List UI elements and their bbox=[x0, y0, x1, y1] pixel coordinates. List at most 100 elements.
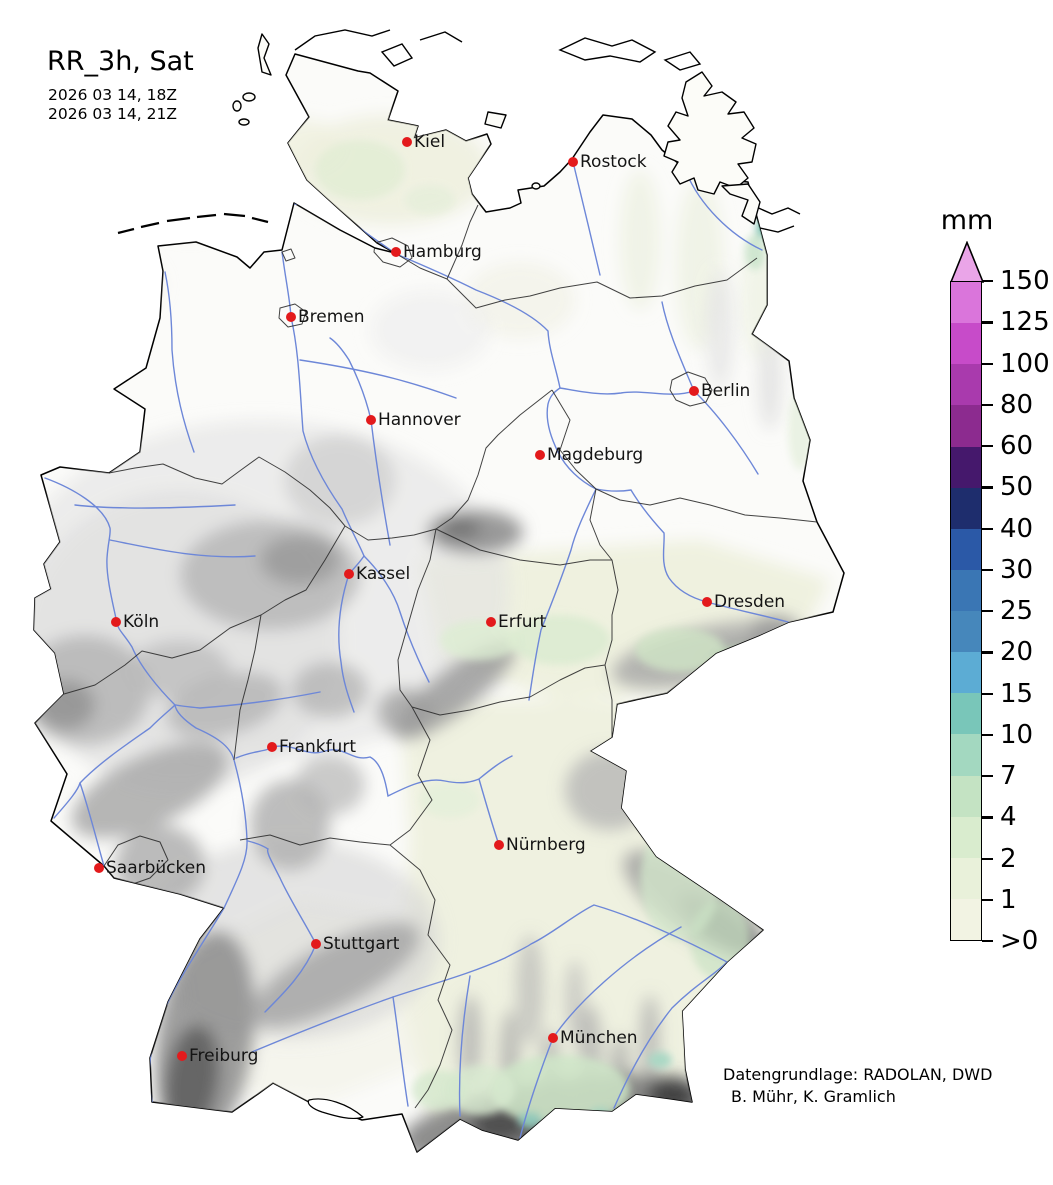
colorbar-segment bbox=[951, 405, 981, 447]
colorbar-tick bbox=[982, 940, 993, 943]
map-title: RR_3h, Sat bbox=[47, 46, 194, 77]
river-mosel bbox=[53, 704, 176, 819]
colorbar-segment bbox=[951, 734, 981, 776]
colorbar-tick bbox=[982, 568, 993, 572]
river-inn bbox=[613, 961, 728, 1109]
river-danube bbox=[251, 904, 728, 1053]
colorbar-tick bbox=[982, 527, 993, 530]
river-leine bbox=[370, 419, 391, 546]
river-havel-upper bbox=[661, 301, 695, 392]
timestamp-start: 2026 03 14, 18Z bbox=[48, 86, 177, 104]
river-iller bbox=[392, 996, 409, 1107]
attribution-authors: B. Mühr, K. Gramlich bbox=[731, 1087, 896, 1106]
legend-title: mm bbox=[940, 205, 994, 236]
island-amrum bbox=[232, 100, 242, 112]
colorbar-segment bbox=[951, 775, 981, 817]
colorbar-segment bbox=[951, 857, 981, 899]
colorbar-tick bbox=[982, 403, 993, 407]
colorbar-segment bbox=[951, 898, 981, 940]
colorbar-tick bbox=[982, 445, 993, 448]
colorbar-tick bbox=[982, 651, 993, 654]
colorbar-tick bbox=[982, 692, 993, 695]
river-ruhr bbox=[109, 539, 256, 558]
colorbar-segments bbox=[950, 281, 982, 941]
island-sylt bbox=[257, 33, 272, 76]
foreign-coastlines bbox=[294, 29, 801, 233]
river-lippe bbox=[74, 504, 236, 509]
colorbar-segment bbox=[951, 446, 981, 488]
river-neckar bbox=[247, 840, 317, 1013]
river-werra bbox=[363, 555, 430, 683]
river-havel bbox=[559, 387, 695, 395]
island-usedom bbox=[721, 183, 761, 225]
colorbar-segment bbox=[951, 693, 981, 735]
colorbar-tick-label: 100 bbox=[1000, 348, 1050, 379]
colorbar-arrow-shape bbox=[950, 241, 984, 283]
colorbar-tick-label: >0 bbox=[1000, 926, 1039, 956]
colorbar-tick-label: 20 bbox=[1000, 637, 1034, 668]
river-rhine bbox=[44, 477, 248, 1103]
state-borders-layer bbox=[63, 204, 818, 1109]
colorbar-tick-label: 50 bbox=[1000, 472, 1034, 503]
colorbar-segment bbox=[951, 364, 981, 406]
colorbar-segment bbox=[951, 528, 981, 570]
colorbar-segment bbox=[951, 569, 981, 611]
attribution: Datengrundlage: RADOLAN, DWD B. Mühr, K.… bbox=[723, 1064, 992, 1108]
colorbar-tick bbox=[982, 486, 993, 489]
rivers-layer bbox=[44, 165, 789, 1139]
colorbar-tick-label: 1 bbox=[1000, 884, 1017, 915]
island-poel bbox=[531, 182, 541, 190]
colorbar-tick bbox=[982, 898, 993, 902]
river-saar bbox=[79, 782, 105, 867]
river-peene bbox=[685, 171, 763, 251]
river-leine-lower bbox=[329, 337, 372, 421]
colorbar-tick-label: 125 bbox=[1000, 307, 1050, 338]
colorbar-tick bbox=[982, 733, 993, 737]
river-lech bbox=[458, 975, 471, 1117]
colorbar-tick bbox=[982, 321, 993, 324]
river-ems bbox=[164, 271, 195, 453]
attribution-source: Datengrundlage: RADOLAN, DWD bbox=[723, 1065, 993, 1084]
colorbar-tick bbox=[982, 775, 993, 778]
river-aller bbox=[299, 359, 457, 399]
colorbar-tick-label: 10 bbox=[1000, 719, 1034, 750]
island-foehr bbox=[242, 92, 256, 102]
river-spree bbox=[693, 390, 759, 475]
colorbar-tick bbox=[982, 816, 993, 819]
colorbar-tick bbox=[982, 362, 993, 365]
colorbar-tick bbox=[982, 610, 993, 613]
colorbar-tick-label: 150 bbox=[1000, 266, 1050, 296]
colorbar-tick-label: 60 bbox=[1000, 431, 1034, 461]
river-fulda bbox=[338, 555, 365, 713]
colorbar-segment bbox=[951, 323, 981, 365]
colorbar-tick-label: 2 bbox=[1000, 843, 1017, 874]
colorbar-arrow bbox=[950, 241, 984, 283]
colorbar-segment bbox=[951, 611, 981, 653]
colorbar-segment bbox=[951, 816, 981, 858]
river-regnitz bbox=[478, 778, 500, 846]
legend: mm 150 125 100 80 60 50 40 30 25 20 15 10 7 4 2 1 >0 bbox=[930, 205, 1053, 995]
colorbar-tick bbox=[982, 280, 993, 283]
colorbar-segment bbox=[951, 282, 981, 324]
island-pellworm bbox=[238, 118, 250, 126]
island-ruegen bbox=[663, 71, 757, 195]
river-weser bbox=[281, 251, 365, 557]
colorbar-segment bbox=[951, 487, 981, 529]
colorbar-tick-label: 40 bbox=[1000, 513, 1034, 544]
island-fehmarn bbox=[484, 111, 507, 129]
lake-bodensee bbox=[307, 1098, 364, 1120]
islands-layer bbox=[117, 33, 761, 1120]
colorbar-tick-label: 80 bbox=[1000, 389, 1034, 420]
colorbar-segment bbox=[951, 652, 981, 694]
colorbar-tick bbox=[982, 857, 993, 860]
river-saale bbox=[528, 488, 597, 701]
timestamps: 2026 03 14, 18Z 2026 03 14, 21Z bbox=[48, 86, 177, 124]
colorbar-tick-label: 25 bbox=[1000, 596, 1034, 626]
colorbar-tick-label: 15 bbox=[1000, 678, 1034, 709]
colorbar-tick-label: 7 bbox=[1000, 761, 1017, 791]
river-elbe bbox=[294, 203, 789, 623]
timestamp-end: 2026 03 14, 21Z bbox=[48, 105, 177, 123]
river-lahn bbox=[175, 691, 321, 709]
